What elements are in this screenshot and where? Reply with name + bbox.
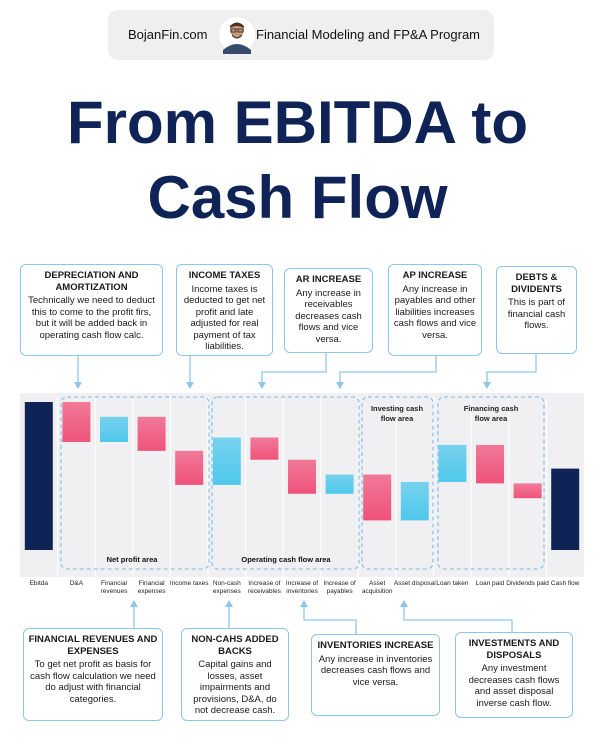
- investing-area-label: Investing cash flow area: [370, 404, 424, 423]
- bar-increase-of-inventories: [288, 459, 316, 494]
- financing-area-label: Financing cash flow area: [463, 404, 519, 423]
- x-tick-label: Increase of inventories: [285, 580, 319, 595]
- x-tick-label: Ebitda: [29, 580, 49, 587]
- callout-body: Any investment decreases cash flows and …: [468, 663, 560, 709]
- callout-financial: FINANCIAL REVENUES AND EXPENSES To get n…: [23, 628, 163, 721]
- bar-increase-of-receivables: [250, 437, 279, 460]
- page-title-line-2: Cash Flow: [147, 164, 448, 231]
- header-banner: BojanFin.com Financial Modeling and FP&A…: [108, 10, 494, 60]
- bar-cash-flow: [551, 468, 580, 550]
- callout-title: AP INCREASE: [402, 270, 468, 281]
- callout-investments: INVESTMENTS AND DISPOSALS Any investment…: [455, 632, 573, 718]
- x-tick-label: Increase of receivables: [247, 580, 281, 595]
- arrow-investments: [403, 606, 513, 632]
- callout-body: Any increase in payables and other liabi…: [393, 283, 477, 341]
- callout-non-cash: NON-CAHS ADDED BACKS Capital gains and l…: [181, 628, 289, 721]
- callout-title: INCOME TAXES: [188, 270, 261, 281]
- callout-inventories: INVENTORIES INCREASE Any increase in inv…: [311, 634, 440, 716]
- bar-d-a: [62, 402, 91, 442]
- net-profit-area-label: Net profit area: [107, 555, 159, 564]
- callout-title: DEPRECIATION AND AMORTIZATION: [44, 270, 139, 293]
- person-avatar-icon: [219, 17, 255, 54]
- x-tick-label: Increase of payables: [323, 580, 356, 595]
- bar-financial-revenues: [100, 416, 128, 442]
- x-tick-label: Loan paid: [475, 580, 505, 587]
- operating-area-label: Operating cash flow area: [241, 555, 331, 564]
- bar-asset-disposal: [400, 481, 429, 521]
- callout-income-taxes: INCOME TAXES Income taxes is deducted to…: [176, 264, 273, 356]
- x-tick-label: Non-cash expenses: [212, 580, 241, 595]
- callout-depreciation: DEPRECIATION AND AMORTIZATION Technicall…: [20, 264, 163, 356]
- arrow-debts-dividends: [486, 354, 537, 383]
- x-tick-label: D&A: [69, 580, 84, 587]
- callout-title: NON-CAHS ADDED BACKS: [191, 634, 279, 657]
- bar-non-cash-expenses: [212, 437, 241, 485]
- callout-title: DEBTS & DIVIDENTS: [511, 272, 562, 295]
- bar-dividends-paid: [513, 483, 542, 499]
- arrow-ar-increase: [261, 353, 327, 383]
- x-tick-label: Financial revenues: [100, 580, 128, 595]
- callout-title: FINANCIAL REVENUES AND EXPENSES: [28, 634, 158, 657]
- bar-ebitda: [24, 402, 53, 550]
- arrow-ap-increase: [339, 356, 437, 383]
- callout-debts-dividends: DEBTS & DIVIDENTS This is part of financ…: [496, 266, 577, 354]
- bar-loan-taken: [438, 444, 467, 482]
- x-tick-label: Income taxes: [169, 580, 209, 587]
- callout-ar-increase: AR INCREASE Any increase in receivables …: [284, 268, 373, 353]
- callout-body: To get net profit as basis for cash flow…: [30, 659, 156, 705]
- x-tick-label: Asset acquisition: [361, 580, 393, 595]
- bar-loan-paid: [476, 444, 504, 484]
- bar-income-taxes: [175, 450, 204, 485]
- bar-asset-acquisition: [363, 474, 392, 521]
- investing-area-box: [361, 396, 434, 570]
- bar-financial-expenses: [137, 416, 166, 451]
- callout-body: Any increase in receivables decreases ca…: [295, 287, 362, 345]
- bar-increase-of-payables: [325, 474, 354, 494]
- x-tick-label: Loan taken: [436, 580, 469, 587]
- x-tick-label: Financial expenses: [137, 580, 166, 595]
- callout-body: Any increase in inventories decreases ca…: [318, 653, 433, 688]
- callout-title: INVESTMENTS AND DISPOSALS: [468, 638, 560, 661]
- program-name: Financial Modeling and FP&A Program: [256, 27, 481, 42]
- callout-title: AR INCREASE: [295, 274, 362, 285]
- x-tick-label: Asset disposal: [393, 580, 436, 587]
- callout-ap-increase: AP INCREASE Any increase in payables and…: [388, 264, 482, 356]
- callout-body: Capital gains and losses, asset impairme…: [193, 659, 277, 716]
- callout-title: INVENTORIES INCREASE: [317, 640, 434, 651]
- arrow-inventories: [303, 606, 357, 642]
- brand-name[interactable]: BojanFin.com: [128, 27, 208, 42]
- x-tick-label: Cash flow: [550, 580, 580, 587]
- x-tick-label: Dividends paid: [506, 580, 549, 587]
- financing-area-box: [437, 396, 545, 570]
- callout-body: Technically we need to deduct this to co…: [28, 295, 155, 341]
- callout-body: This is part of financial cash flows.: [507, 297, 566, 331]
- operating-area-box: [211, 396, 360, 570]
- net-profit-area-box: [60, 396, 210, 570]
- page-title-line-1: From EBITDA to: [66, 89, 529, 156]
- callout-body: Income taxes is deducted to get net prof…: [183, 283, 266, 353]
